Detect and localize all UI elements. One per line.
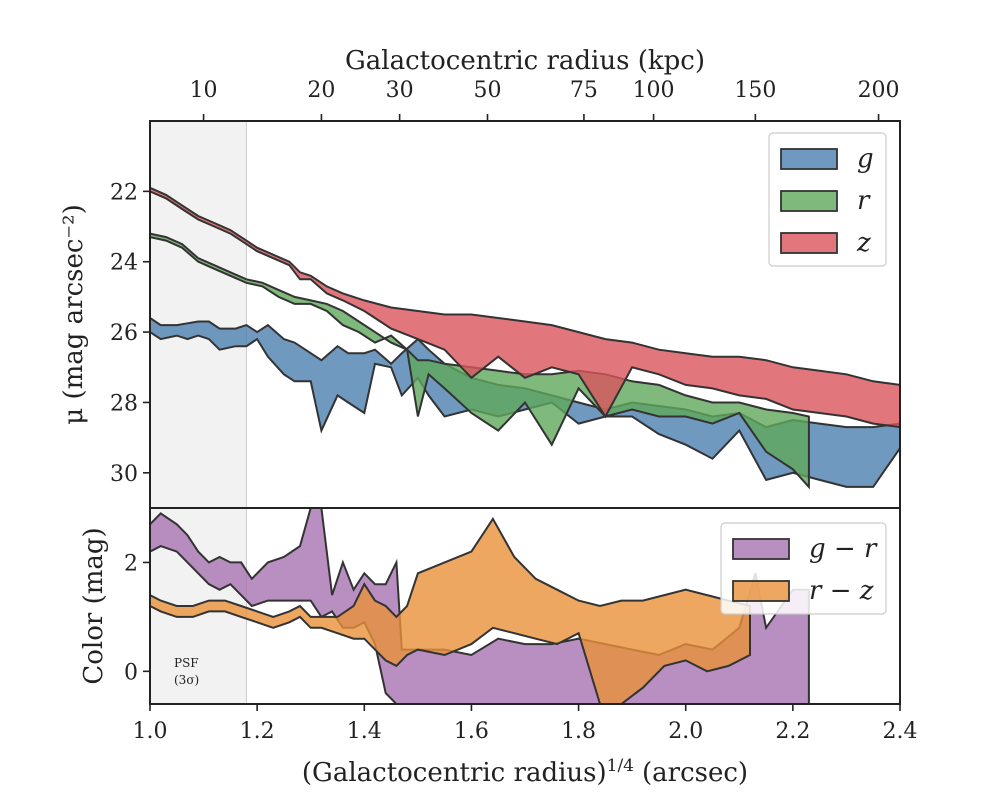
- legend-swatch-rz: [732, 580, 790, 602]
- top-psf-region: [150, 121, 247, 508]
- bottom-bands: [150, 508, 810, 704]
- surface-brightness-panel: 22 24 26 28 30 10 20 30 50 75 100 150 200 grz: [110, 78, 901, 509]
- bottom-x-tick-label: 2.2: [775, 719, 810, 744]
- color-panel: 0 2 PSF (3σ) 1.0 1.2 1.4 1.6 1.8 2.0 2.2 2.4 g − r r …: [124, 507, 918, 744]
- top-x-tick-label: 30: [386, 78, 414, 103]
- bottom-x-tick-label: 2.4: [883, 719, 918, 744]
- series-band-r: [150, 232, 810, 490]
- top-x-axis-title: Galactocentric radius (kpc): [345, 46, 705, 76]
- legend-swatch-g: [780, 148, 838, 170]
- bottom-x-axis-title: (Galactocentric radius)1/4 (arcsec): [302, 756, 748, 788]
- top-x-tick-label: 10: [190, 78, 218, 103]
- bottom-x-tick-label: 1.2: [240, 719, 275, 744]
- psf-annotation-line: PSF: [174, 656, 199, 670]
- legend-label-rz: r − z: [809, 576, 874, 606]
- top-y-tick-label: 26: [110, 321, 138, 346]
- series-band-z: [150, 186, 900, 429]
- top-x-tick-label: 100: [633, 78, 675, 103]
- top-x-tick-label: 150: [734, 78, 776, 103]
- legend-label-gr: g − r: [809, 534, 878, 564]
- series-band-rz: [150, 516, 751, 704]
- bottom-y-tick-label: 0: [124, 660, 138, 685]
- top-x-tick-label: 75: [570, 78, 598, 103]
- legend-swatch-gr: [732, 538, 790, 560]
- bottom-x-tick-label: 1.4: [347, 719, 382, 744]
- bottom-frame: [149, 507, 901, 705]
- bottom-y-axis-title: Color (mag): [79, 527, 109, 684]
- legend-label-r: r: [857, 186, 871, 216]
- legend-swatch-r: [780, 190, 838, 212]
- legend-label-z: z: [856, 228, 871, 258]
- top-x-tick-label: 20: [307, 78, 335, 103]
- top-x-tick-label: 50: [474, 78, 502, 103]
- top-x-tick-label: 200: [858, 78, 900, 103]
- bottom-x-tick-label: 1.8: [561, 719, 596, 744]
- legend-label-g: g: [857, 144, 874, 174]
- top-y-tick-label: 28: [110, 391, 138, 416]
- legend-swatch-z: [780, 232, 838, 254]
- bottom-y-tick-label: 2: [124, 551, 138, 576]
- bottom-x-tick-label: 1.0: [133, 719, 168, 744]
- top-y-axis-title: μ (mag arcsec⁻²): [59, 204, 89, 424]
- x-axis-title-unit: (arcsec): [642, 758, 748, 788]
- psf-annotation-line: (3σ): [174, 673, 199, 687]
- bottom-x-tick-label: 2.0: [668, 719, 703, 744]
- x-axis-title-superscript: 1/4: [607, 756, 634, 776]
- bottom-x-tick-label: 1.6: [454, 719, 489, 744]
- top-y-tick-label: 24: [110, 251, 138, 276]
- top-y-tick-label: 22: [110, 180, 138, 205]
- top-bands: [150, 186, 900, 490]
- top-y-tick-label: 30: [110, 462, 138, 487]
- x-axis-title-main: (Galactocentric radius): [302, 758, 607, 788]
